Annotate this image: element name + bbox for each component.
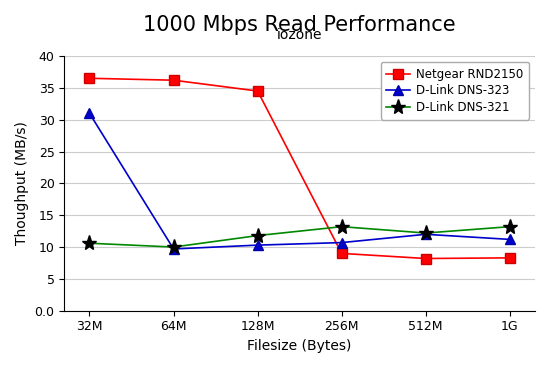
Line: D-Link DNS-321: D-Link DNS-321 bbox=[82, 219, 518, 255]
Line: Netgear RND2150: Netgear RND2150 bbox=[85, 74, 515, 263]
Netgear RND2150 bbox=[507, 256, 513, 260]
D-Link DNS-323 bbox=[422, 232, 429, 237]
D-Link DNS-321 bbox=[422, 231, 429, 235]
D-Link DNS-321 bbox=[170, 245, 177, 249]
D-Link DNS-321 bbox=[86, 241, 93, 245]
Netgear RND2150 bbox=[254, 89, 261, 93]
Title: 1000 Mbps Read Performance: 1000 Mbps Read Performance bbox=[144, 15, 456, 35]
Text: iozone: iozone bbox=[277, 28, 322, 42]
Netgear RND2150 bbox=[86, 76, 93, 81]
X-axis label: Filesize (Bytes): Filesize (Bytes) bbox=[248, 339, 352, 353]
D-Link DNS-321 bbox=[254, 233, 261, 238]
Netgear RND2150 bbox=[170, 78, 177, 82]
Legend: Netgear RND2150, D-Link DNS-323, D-Link DNS-321: Netgear RND2150, D-Link DNS-323, D-Link … bbox=[381, 62, 529, 120]
D-Link DNS-323 bbox=[507, 237, 513, 242]
D-Link DNS-323 bbox=[254, 243, 261, 247]
Line: D-Link DNS-323: D-Link DNS-323 bbox=[85, 109, 515, 254]
Netgear RND2150 bbox=[422, 256, 429, 261]
Netgear RND2150 bbox=[338, 251, 345, 256]
D-Link DNS-323 bbox=[170, 247, 177, 251]
D-Link DNS-323 bbox=[338, 240, 345, 245]
D-Link DNS-323 bbox=[86, 111, 93, 116]
D-Link DNS-321 bbox=[338, 224, 345, 229]
Y-axis label: Thoughput (MB/s): Thoughput (MB/s) bbox=[15, 121, 29, 245]
D-Link DNS-321 bbox=[507, 224, 513, 229]
